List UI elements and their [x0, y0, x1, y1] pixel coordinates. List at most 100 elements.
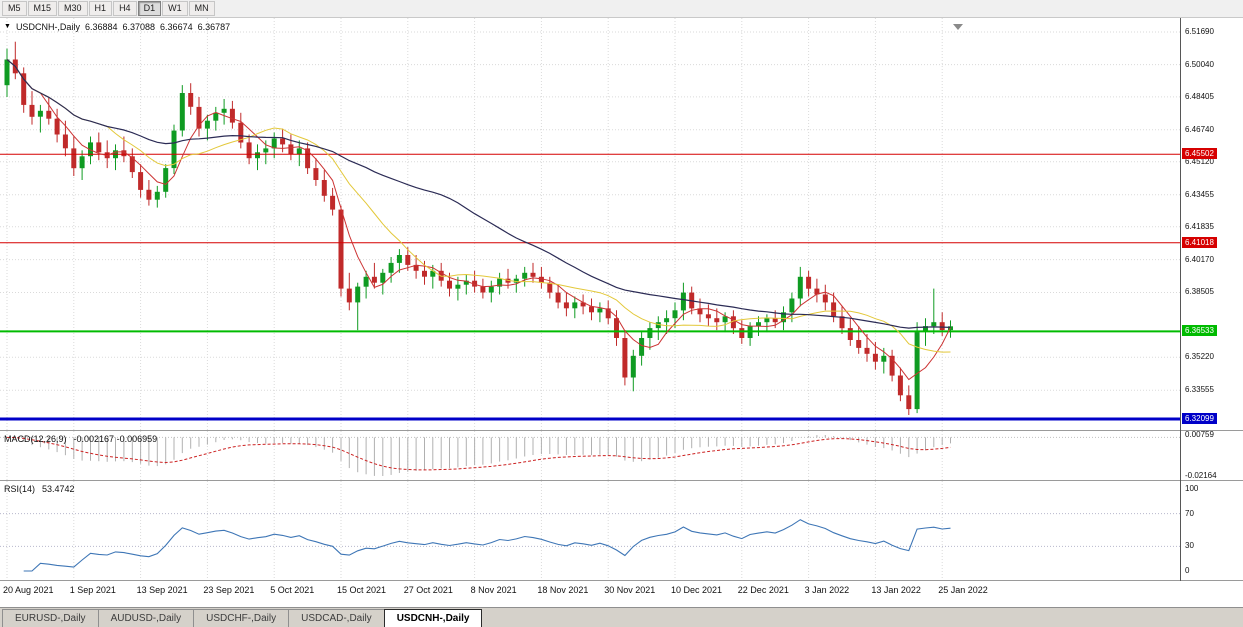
rsi-value: 53.4742 — [42, 484, 75, 494]
timeframe-button-h4[interactable]: H4 — [113, 1, 137, 16]
timeframe-button-mn[interactable]: MN — [188, 1, 215, 16]
pane-separator[interactable] — [0, 430, 1243, 431]
symbol-dropdown-icon[interactable]: ▼ — [4, 23, 11, 30]
tab-usdcad-daily[interactable]: USDCAD-,Daily — [288, 609, 385, 627]
candle — [355, 286, 361, 303]
candle — [447, 280, 452, 289]
candle — [538, 276, 544, 283]
timeframe-button-m15[interactable]: M15 — [27, 1, 58, 16]
candle — [280, 138, 286, 145]
rsi-plot[interactable] — [0, 481, 1180, 580]
candle — [54, 118, 60, 135]
candle — [138, 172, 144, 190]
date-axis-label: 3 Jan 2022 — [804, 585, 850, 595]
macd-axis-label: 0.00759 — [1185, 430, 1214, 439]
price-line-tag: 6.41018 — [1182, 236, 1217, 248]
candle — [781, 312, 786, 323]
candle — [622, 338, 628, 378]
candle — [179, 93, 185, 131]
date-axis-label: 15 Oct 2021 — [337, 585, 387, 595]
candle — [881, 355, 887, 362]
timeframe-button-m5[interactable]: M5 — [2, 1, 27, 16]
candle — [238, 122, 244, 143]
price-line-tag: 6.32099 — [1182, 413, 1217, 424]
candle — [864, 347, 870, 354]
date-axis-label: 30 Nov 2021 — [604, 585, 656, 595]
tab-audusd-daily[interactable]: AUDUSD-,Daily — [97, 609, 195, 627]
date-axis-label: 18 Nov 2021 — [537, 585, 589, 595]
candle — [739, 328, 745, 338]
candle — [563, 302, 569, 309]
date-axis-label: 1 Sep 2021 — [69, 585, 116, 595]
candle — [639, 338, 645, 356]
candle — [714, 318, 720, 323]
candle — [213, 112, 219, 121]
candlestick-plot[interactable] — [0, 18, 1180, 430]
rsi-name: RSI(14) — [4, 484, 36, 494]
candle — [672, 310, 678, 319]
candle — [288, 144, 294, 155]
chart-title: ▼ USDCNH-,Daily 6.36884 6.37088 6.36674 … — [4, 22, 230, 32]
candle — [488, 286, 494, 293]
candle — [338, 209, 344, 289]
rsi-axis-label: 100 — [1185, 484, 1199, 493]
candle — [756, 322, 761, 327]
tab-eurusd-daily[interactable]: EURUSD-,Daily — [2, 609, 99, 627]
timeframe-button-w1[interactable]: W1 — [162, 1, 188, 16]
timeframe-toolbar: M5 M15 M30 H1 H4 D1 W1 MN — [0, 0, 1243, 18]
candle — [839, 316, 845, 329]
date-axis-label: 10 Dec 2021 — [671, 585, 723, 595]
price-axis-label: 6.48405 — [1185, 91, 1214, 101]
candle — [79, 156, 85, 169]
timeframe-button-m30[interactable]: M30 — [58, 1, 88, 16]
candle — [455, 284, 461, 289]
candle — [71, 148, 77, 169]
candle — [847, 328, 853, 340]
macd-name: MACD(12,26,9) — [4, 434, 67, 444]
date-axis-label: 20 Aug 2021 — [3, 585, 54, 595]
candle — [772, 318, 778, 323]
candle — [722, 316, 728, 323]
candle — [313, 168, 319, 180]
rsi-axis-label: 70 — [1185, 508, 1194, 518]
date-axis-label: 25 Jan 2022 — [938, 585, 988, 595]
candle — [371, 276, 377, 283]
close-value: 6.36787 — [197, 22, 231, 32]
chart-shift-marker — [953, 24, 963, 30]
macd-values: -0.002167 -0.006959 — [73, 434, 158, 444]
candle — [872, 353, 878, 362]
price-axis-label: 6.33555 — [1185, 385, 1214, 395]
candle — [547, 282, 553, 293]
candle — [246, 142, 252, 159]
candle — [229, 108, 235, 123]
timeframe-button-d1[interactable]: D1 — [137, 1, 162, 16]
candle — [814, 288, 820, 295]
candle — [405, 255, 411, 265]
tab-usdchf-daily[interactable]: USDCHF-,Daily — [193, 609, 290, 627]
price-line-tag: 6.36533 — [1182, 325, 1217, 337]
candle — [204, 120, 210, 129]
candle — [154, 191, 160, 200]
tab-usdcnh-daily[interactable]: USDCNH-,Daily — [383, 609, 483, 627]
chart-area[interactable]: ▼ USDCNH-,Daily 6.36884 6.37088 6.36674 … — [0, 18, 1243, 607]
candle — [163, 168, 169, 192]
candle — [37, 110, 43, 117]
open-value: 6.36884 — [84, 22, 118, 32]
macd-plot[interactable] — [0, 431, 1180, 480]
candle — [121, 150, 127, 157]
candle — [255, 152, 260, 159]
candle — [221, 108, 227, 113]
date-axis[interactable]: 20 Aug 2021 1 Sep 2021 13 Sep 2021 23 Sep 2… — [0, 581, 1243, 607]
pane-separator[interactable] — [0, 480, 1243, 481]
candle — [497, 278, 503, 287]
candle — [680, 292, 686, 311]
candle — [589, 306, 594, 313]
macd-label: MACD(12,26,9) -0.002167 -0.006959 — [4, 434, 157, 444]
price-line-tag: 6.45502 — [1182, 148, 1217, 160]
symbol-label: USDCNH-,Daily — [15, 22, 80, 32]
candle — [572, 302, 578, 309]
candle — [263, 148, 269, 153]
timeframe-button-h1[interactable]: H1 — [88, 1, 113, 16]
price-axis-label: 6.50040 — [1185, 59, 1214, 69]
